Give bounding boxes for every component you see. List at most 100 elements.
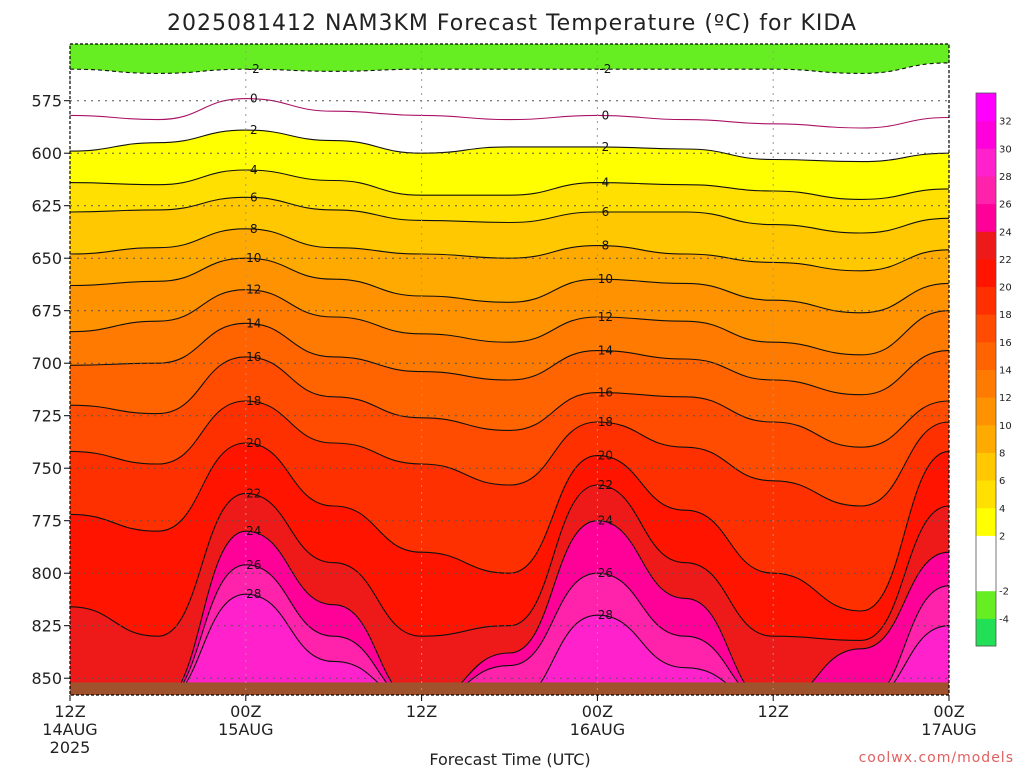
colorbar-label: 30	[999, 144, 1012, 155]
y-tick-label: 625	[31, 197, 62, 216]
contour-label-26: 26	[246, 558, 261, 572]
contour-label-24: 24	[246, 524, 261, 538]
x-tick-label: 00Z	[582, 702, 613, 721]
colorbar-label: 10	[999, 421, 1012, 432]
colorbar-swatch	[976, 590, 996, 619]
colorbar-swatch	[976, 618, 996, 647]
contour-label--2: -2	[248, 62, 260, 76]
x-tick-label: 12Z	[406, 702, 437, 721]
contour-label-16: 16	[598, 386, 613, 400]
colorbar-label: 4	[999, 504, 1005, 515]
y-tick-label: 675	[31, 302, 62, 321]
contour-label-4: 4	[250, 163, 258, 177]
isotherm-6	[70, 196, 949, 234]
ground-surface	[70, 682, 949, 695]
y-tick-label: 650	[31, 249, 62, 268]
x-tick-label: 17AUG	[921, 720, 976, 739]
x-tick-label: 12Z	[758, 702, 789, 721]
contour-label-20: 20	[246, 436, 261, 450]
colorbar-label: 22	[999, 255, 1012, 266]
colorbar-swatch	[976, 397, 996, 426]
contour-label-14: 14	[598, 344, 613, 358]
colorbar-swatch	[976, 314, 996, 343]
colorbar-label: 8	[999, 448, 1005, 459]
colorbar-swatch	[976, 424, 996, 453]
colorbar-swatch	[976, 507, 996, 536]
contour-label-0: 0	[602, 108, 610, 122]
colorbar-label: 24	[999, 227, 1012, 238]
colorbar-label: 12	[999, 393, 1012, 404]
colorbar-label: 16	[999, 338, 1012, 349]
contour-label-8: 8	[602, 239, 610, 253]
colorbar-label: 2	[999, 531, 1005, 542]
isotherm-4	[70, 169, 949, 200]
colorbar-label: 14	[999, 366, 1012, 377]
contour-label-12: 12	[246, 283, 261, 297]
colorbar-swatch	[976, 286, 996, 315]
isotherm-contours: -2 -2002244668810101212141416161818202022…	[70, 62, 949, 695]
colorbar-label: 32	[999, 117, 1012, 128]
colorbar-label: -2	[999, 587, 1009, 598]
isotherm-28	[175, 593, 949, 695]
y-tick-label: 600	[31, 144, 62, 163]
x-tick-label: 00Z	[933, 702, 964, 721]
isotherm-16	[70, 356, 949, 448]
colorbar-label: 26	[999, 200, 1012, 211]
isotherm-14	[70, 322, 949, 396]
colorbar-label: 18	[999, 310, 1012, 321]
y-tick-label: 850	[31, 669, 62, 688]
colorbar-swatch	[976, 258, 996, 288]
x-axis-label: Forecast Time (UTC)	[429, 750, 590, 768]
isotherm-8	[70, 228, 949, 272]
contour-label-22: 22	[246, 486, 261, 500]
contour-label-18: 18	[598, 415, 613, 429]
contour-label-28: 28	[246, 587, 261, 601]
colorbar-swatch	[976, 480, 996, 509]
contour-label-28: 28	[598, 608, 613, 622]
contour-label-24: 24	[598, 514, 613, 528]
colorbar-swatch	[976, 231, 996, 260]
colorbar-swatch	[976, 369, 996, 398]
contour-label-26: 26	[598, 566, 613, 580]
y-tick-label: 825	[31, 617, 62, 636]
colorbar-swatch	[976, 452, 996, 481]
credit-text[interactable]: coolwx.com/models	[859, 750, 1014, 766]
colorbar-swatch	[976, 535, 996, 564]
y-tick-label: 750	[31, 459, 62, 478]
contour-label-20: 20	[598, 449, 613, 463]
x-tick-label: 14AUG	[42, 720, 97, 739]
colorbar-swatch	[976, 341, 996, 370]
contour-label-6: 6	[250, 190, 258, 204]
isotherm-26	[173, 564, 949, 695]
colorbar-swatch	[976, 148, 996, 177]
contour-label-18: 18	[246, 394, 261, 408]
colorbar-swatch	[976, 175, 996, 205]
colorbar-label: -4	[999, 614, 1009, 625]
colorbar-swatch	[976, 120, 996, 149]
colorbar-swatch	[976, 203, 996, 232]
contour-label-16: 16	[246, 350, 261, 364]
contour-label-10: 10	[598, 272, 613, 286]
colorbar-label: 20	[999, 283, 1012, 294]
y-axis: 575 600 625 650 675 700 725 750 775 800 825 850	[31, 92, 70, 688]
isotherm-22	[70, 484, 949, 641]
contour-label-2: 2	[602, 140, 610, 154]
colorbar-swatch	[976, 563, 996, 592]
colorbar-swatch	[976, 93, 996, 122]
y-tick-label: 775	[31, 512, 62, 531]
temperature-fill-bands	[70, 44, 949, 695]
isotherm-18	[70, 400, 949, 507]
colorbar-label: 28	[999, 172, 1012, 183]
y-tick-label: 800	[31, 564, 62, 583]
isotherm-20	[70, 442, 949, 612]
contour-label-6: 6	[602, 205, 610, 219]
x-tick-label: 2025	[50, 738, 91, 757]
contour-label-4: 4	[602, 176, 610, 190]
y-tick-label: 700	[31, 354, 62, 373]
x-tick-label: 00Z	[230, 702, 261, 721]
y-tick-label: 725	[31, 407, 62, 426]
band-28	[70, 594, 949, 695]
x-tick-label: 15AUG	[218, 720, 273, 739]
